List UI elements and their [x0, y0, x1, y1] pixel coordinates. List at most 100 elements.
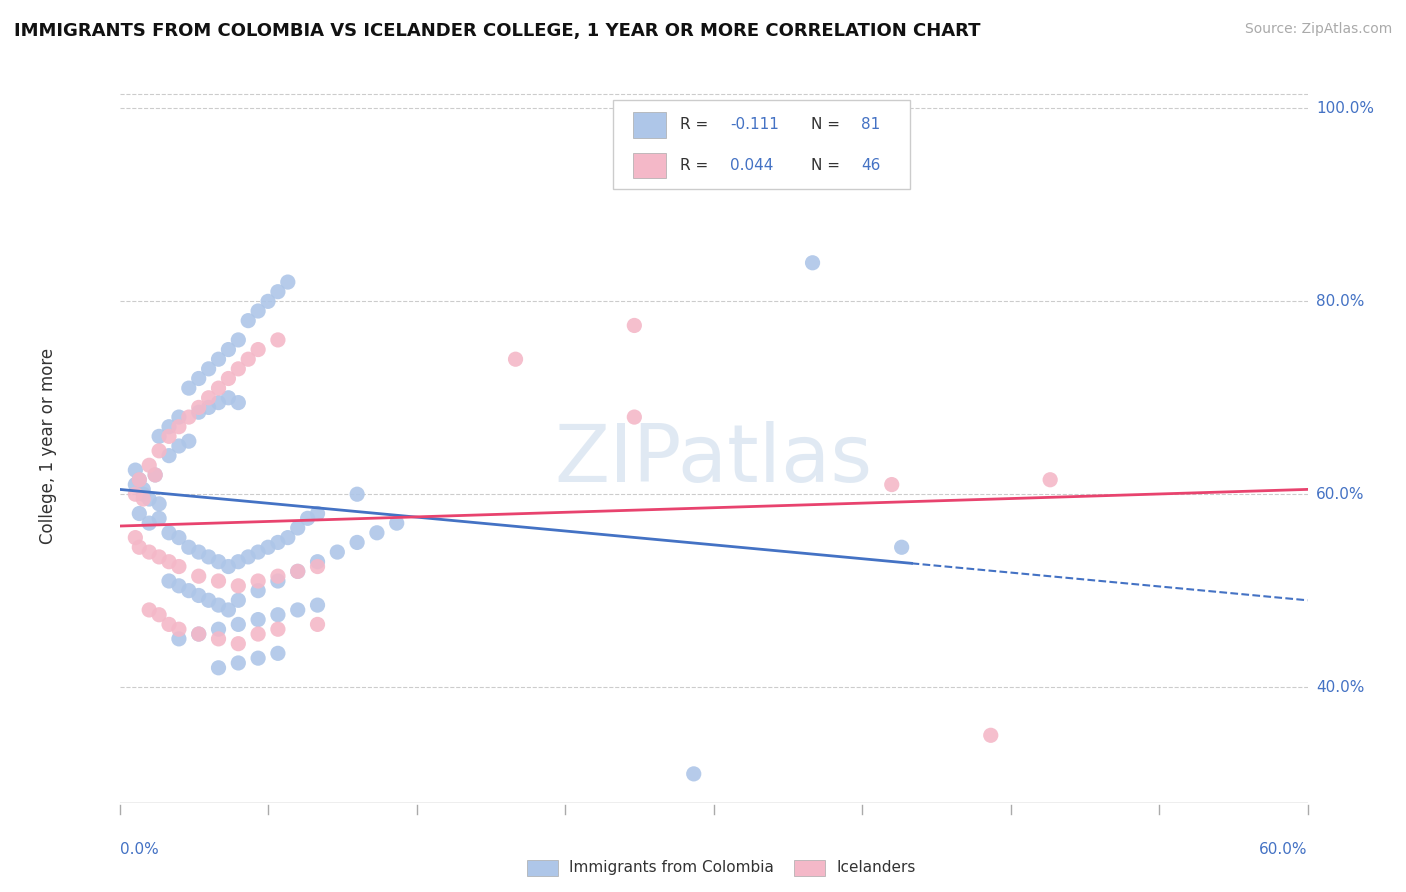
Point — [177, 434, 200, 449]
Point — [247, 545, 270, 559]
Text: Immigrants from Colombia: Immigrants from Colombia — [569, 861, 775, 875]
FancyBboxPatch shape — [633, 112, 666, 137]
Point — [287, 565, 309, 579]
Point — [801, 256, 824, 270]
Point — [880, 477, 903, 491]
Point — [297, 511, 319, 525]
Point — [132, 491, 155, 506]
Point — [157, 449, 180, 463]
Text: ZIPatlas: ZIPatlas — [554, 421, 873, 500]
Text: -0.111: -0.111 — [730, 118, 779, 132]
Point — [128, 541, 150, 555]
Text: 0.0%: 0.0% — [120, 842, 159, 856]
Text: Icelanders: Icelanders — [837, 861, 915, 875]
Point — [267, 333, 290, 347]
Point — [124, 477, 146, 491]
Point — [228, 555, 250, 569]
Point — [177, 381, 200, 395]
Point — [207, 598, 229, 612]
Point — [267, 569, 290, 583]
FancyBboxPatch shape — [613, 100, 910, 189]
Point — [238, 549, 260, 564]
Point — [890, 541, 912, 555]
Point — [187, 627, 209, 641]
Bar — [794, 860, 825, 876]
Point — [197, 362, 219, 376]
Point — [307, 555, 329, 569]
Point — [267, 607, 290, 622]
Point — [167, 410, 190, 425]
Point — [167, 531, 190, 545]
Point — [346, 487, 368, 501]
Point — [287, 603, 309, 617]
Point — [207, 395, 229, 409]
Point — [228, 579, 250, 593]
Point — [505, 352, 527, 367]
Point — [167, 622, 190, 636]
Point — [326, 545, 349, 559]
Point — [217, 371, 239, 385]
Point — [1039, 473, 1062, 487]
Point — [177, 583, 200, 598]
Point — [148, 429, 170, 443]
Text: Source: ZipAtlas.com: Source: ZipAtlas.com — [1244, 22, 1392, 37]
Text: College, 1 year or more: College, 1 year or more — [39, 348, 58, 544]
Bar — [527, 860, 558, 876]
Point — [247, 651, 270, 665]
Point — [257, 541, 280, 555]
Point — [187, 545, 209, 559]
Point — [217, 559, 239, 574]
Point — [148, 497, 170, 511]
Point — [187, 589, 209, 603]
Point — [287, 565, 309, 579]
Point — [207, 661, 229, 675]
Point — [138, 545, 160, 559]
Point — [207, 352, 229, 367]
Point — [228, 362, 250, 376]
Point — [385, 516, 408, 530]
Point — [148, 607, 170, 622]
Point — [157, 555, 180, 569]
Text: 80.0%: 80.0% — [1316, 293, 1364, 309]
Point — [157, 419, 180, 434]
Point — [187, 401, 209, 415]
Point — [207, 622, 229, 636]
Point — [128, 473, 150, 487]
Point — [207, 574, 229, 588]
Point — [207, 555, 229, 569]
Point — [167, 579, 190, 593]
Point — [267, 535, 290, 549]
Point — [682, 767, 704, 781]
Text: 0.044: 0.044 — [730, 158, 773, 173]
Point — [267, 574, 290, 588]
Point — [124, 463, 146, 477]
Point — [157, 617, 180, 632]
Point — [157, 525, 180, 540]
Point — [132, 483, 155, 497]
Point — [197, 401, 219, 415]
Point — [157, 574, 180, 588]
Point — [247, 574, 270, 588]
Point — [157, 429, 180, 443]
Point — [267, 285, 290, 299]
Point — [128, 507, 150, 521]
Point — [167, 632, 190, 646]
Point — [228, 395, 250, 409]
Point — [217, 343, 239, 357]
Point — [267, 646, 290, 660]
Point — [187, 371, 209, 385]
Point — [148, 443, 170, 458]
Point — [138, 458, 160, 473]
Point — [124, 531, 146, 545]
Text: R =: R = — [681, 118, 713, 132]
Point — [177, 410, 200, 425]
Point — [217, 391, 239, 405]
Point — [197, 549, 219, 564]
Text: N =: N = — [811, 158, 845, 173]
Point — [307, 507, 329, 521]
Point — [228, 593, 250, 607]
Point — [247, 583, 270, 598]
Point — [346, 535, 368, 549]
Point — [307, 617, 329, 632]
FancyBboxPatch shape — [633, 153, 666, 178]
